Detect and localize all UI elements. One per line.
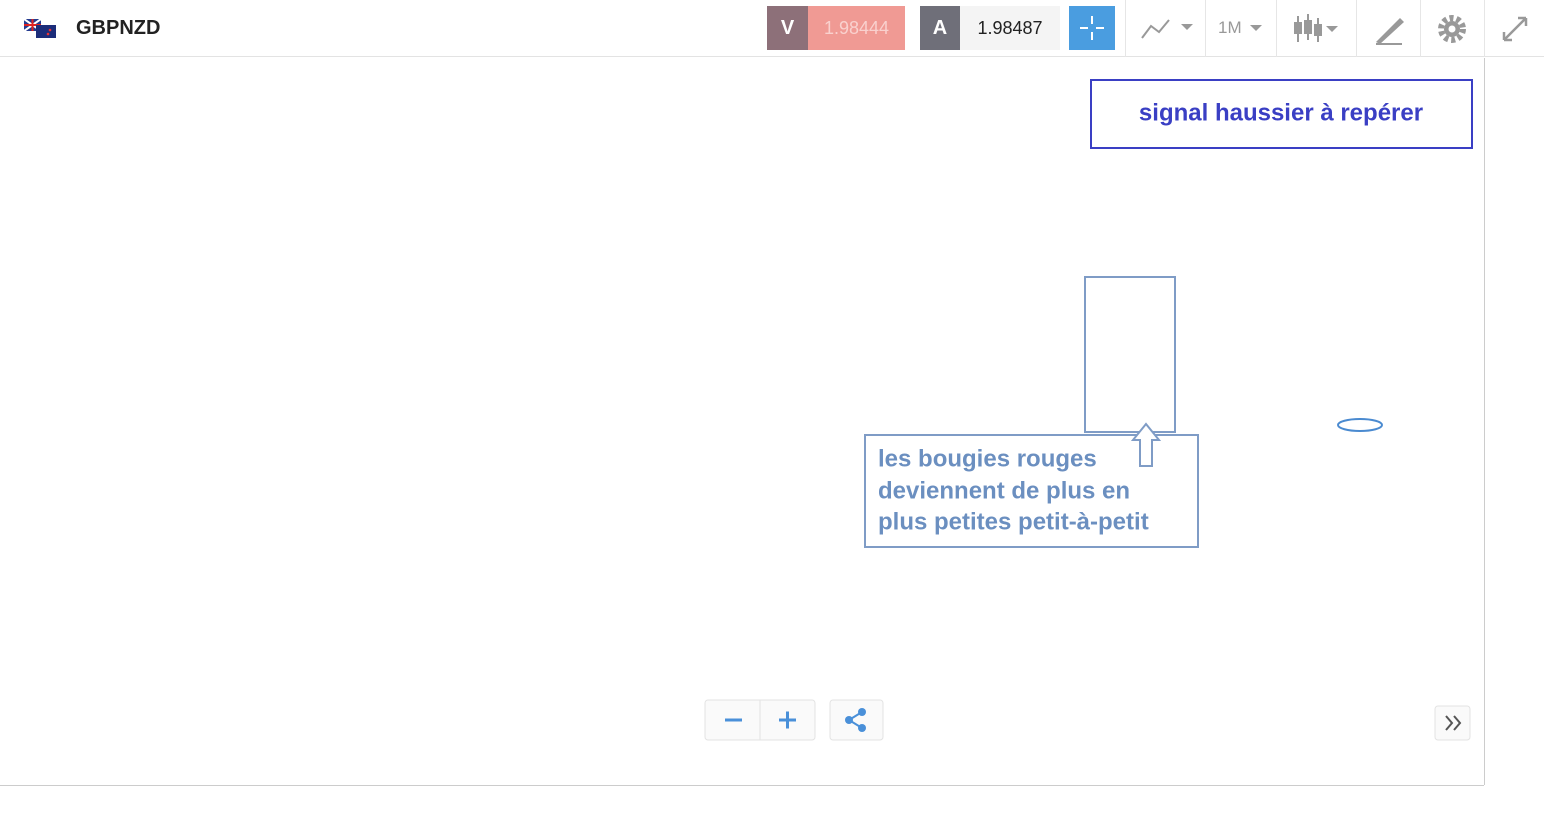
fullscreen-button[interactable] [1498,12,1532,46]
highlight-box [1084,276,1176,433]
separator [1276,0,1277,57]
highlight-ellipse [1337,418,1383,432]
signal-box [1090,79,1473,149]
scroll-end-icon [1445,715,1462,731]
dropdown-icon [1250,25,1262,31]
separator [1125,0,1126,57]
toolbar: GBPNZD V 1.98444 A 1.98487 1M [0,0,1544,57]
separator [1484,0,1485,57]
zoom-in-button[interactable] [779,711,796,729]
note-line: deviennent de plus en [878,477,1130,504]
flag-icon [24,19,56,38]
buy-button[interactable]: A [920,6,960,50]
crosshair-icon [1080,16,1104,40]
buy-price[interactable]: 1.98487 [960,6,1060,50]
note-line: plus petites petit-à-petit [878,508,1149,535]
symbol: GBPNZD [76,16,161,39]
note-arrow [1130,422,1162,467]
separator [1205,0,1206,57]
sell-price[interactable]: 1.98444 [808,6,905,50]
crosshair-button[interactable] [1069,6,1115,50]
share-icon [845,708,866,732]
separator [1420,0,1421,57]
signal-annotation: signal haussier à repérer [1139,99,1423,126]
candle-type-button[interactable] [1290,12,1350,46]
chart: signal haussier à repérer les bougies ro… [0,58,1485,786]
timeframe-button[interactable]: 1M [1218,18,1242,37]
note-line: les bougies rouges [878,445,1097,472]
zoom-controls [704,699,1471,741]
separator [1356,0,1357,57]
share-button[interactable] [829,699,884,741]
chart-type-button[interactable] [1137,14,1197,44]
settings-button[interactable] [1435,12,1469,46]
sell-button[interactable]: V [767,6,808,50]
drawing-button[interactable] [1372,12,1406,46]
